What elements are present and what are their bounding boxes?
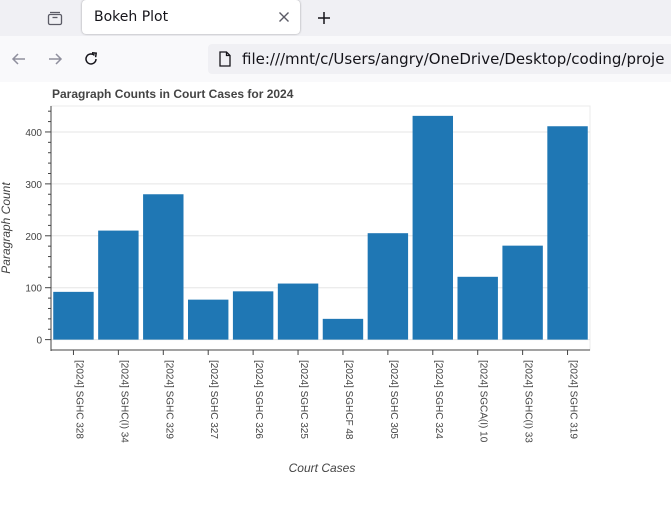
y-tick-label: 300 bbox=[25, 180, 42, 191]
tab-title: Bokeh Plot bbox=[94, 9, 169, 25]
plus-icon bbox=[318, 12, 330, 24]
x-tick-label: [2024] SGHC 328 bbox=[73, 360, 84, 439]
bar-3[interactable] bbox=[143, 194, 184, 340]
bar-11[interactable] bbox=[502, 245, 543, 340]
bar-4[interactable] bbox=[187, 299, 229, 340]
reload-button[interactable] bbox=[80, 48, 102, 70]
x-tick-label: [2024] SGHC 324 bbox=[433, 360, 444, 439]
x-tick-label: [2024] SGHC 329 bbox=[163, 360, 174, 439]
reload-icon bbox=[85, 52, 98, 65]
x-axis-label: Court Cases bbox=[289, 461, 356, 475]
tab-close-button[interactable] bbox=[276, 9, 292, 25]
x-tick-label: [2024] SGHC(I) 33 bbox=[523, 360, 534, 443]
tab-list-button[interactable] bbox=[42, 6, 68, 30]
tab-bokeh-plot[interactable]: Bokeh Plot bbox=[82, 0, 300, 34]
tab-bar: Bokeh Plot bbox=[0, 0, 671, 36]
forward-arrow-icon bbox=[49, 53, 63, 65]
bars bbox=[53, 115, 588, 340]
bar-12[interactable] bbox=[547, 126, 588, 340]
back-arrow-icon bbox=[11, 53, 25, 65]
close-icon bbox=[279, 12, 289, 22]
forward-button[interactable] bbox=[44, 48, 66, 70]
x-tick-label: [2024] SGHCF 48 bbox=[343, 360, 354, 440]
bar-7[interactable] bbox=[322, 318, 364, 340]
y-tick-label: 100 bbox=[25, 284, 42, 295]
tab-list-icon bbox=[47, 11, 63, 26]
x-tick-label: [2024] SGHC(I) 34 bbox=[118, 360, 129, 443]
url-text: file:///mnt/c/Users/angry/OneDrive/Deskt… bbox=[242, 50, 665, 68]
back-button[interactable] bbox=[8, 48, 30, 70]
x-tick-label: [2024] SGHC 325 bbox=[298, 360, 309, 439]
navigation-bar: file:///mnt/c/Users/angry/OneDrive/Deskt… bbox=[0, 36, 671, 82]
y-tick-label: 400 bbox=[25, 128, 42, 139]
bar-6[interactable] bbox=[277, 283, 319, 340]
y-axis-label: Paragraph Count bbox=[0, 182, 13, 274]
x-tick-label: [2024] SGHC 319 bbox=[568, 360, 579, 439]
x-tick-label: [2024] SGCA(I) 10 bbox=[478, 360, 489, 443]
x-tick-label: [2024] SGHC 327 bbox=[208, 360, 219, 439]
x-tick-label: [2024] SGHC 305 bbox=[388, 360, 399, 439]
y-axis: 0 100 200 300 400 bbox=[25, 106, 52, 351]
bar-9[interactable] bbox=[412, 115, 454, 340]
bar-1[interactable] bbox=[53, 291, 94, 340]
x-axis: [2024] SGHC 328 [2024] SGHC(I) 34 [2024] S… bbox=[51, 349, 590, 443]
y-tick-label: 200 bbox=[25, 232, 42, 243]
bar-2[interactable] bbox=[98, 230, 139, 340]
new-tab-button[interactable] bbox=[314, 8, 334, 28]
bar-5[interactable] bbox=[232, 291, 274, 340]
bar-8[interactable] bbox=[367, 233, 409, 340]
page-content: Paragraph Counts in Court Cases for 2024… bbox=[0, 82, 671, 505]
grid-lines bbox=[51, 131, 590, 341]
page-icon bbox=[219, 51, 231, 67]
url-bar[interactable]: file:///mnt/c/Users/angry/OneDrive/Deskt… bbox=[208, 44, 671, 74]
bar-10[interactable] bbox=[457, 276, 498, 340]
x-tick-label: [2024] SGHC 326 bbox=[253, 360, 264, 439]
chart-title: Paragraph Counts in Court Cases for 2024 bbox=[52, 87, 294, 101]
bokeh-bar-chart: Paragraph Counts in Court Cases for 2024… bbox=[0, 87, 591, 475]
y-tick-label: 0 bbox=[36, 336, 42, 347]
